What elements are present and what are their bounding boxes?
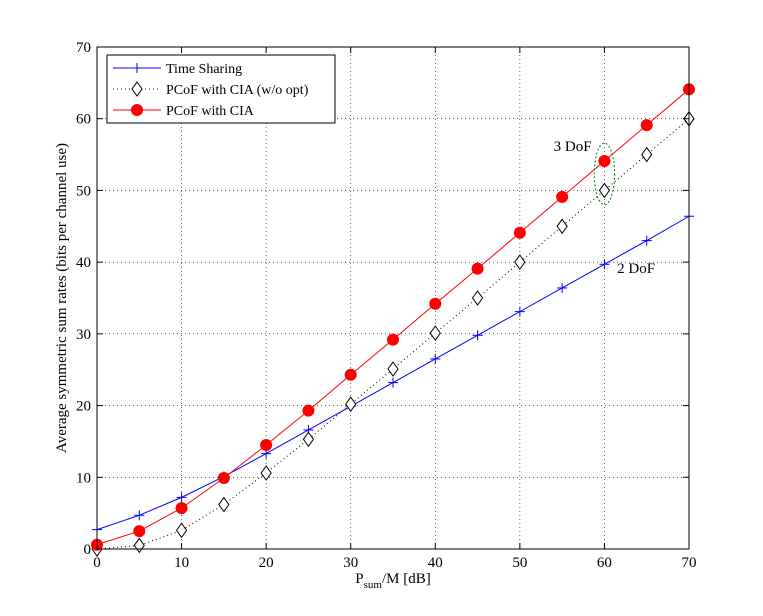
x-tick-label: 30 <box>343 555 358 571</box>
data-point <box>218 496 230 513</box>
y-tick-label: 10 <box>76 470 91 486</box>
data-point <box>599 259 610 270</box>
plot-frame <box>96 46 690 550</box>
data-point <box>640 119 653 132</box>
data-point <box>217 472 230 485</box>
y-tick-label: 70 <box>76 40 91 56</box>
x-tick-label: 60 <box>597 555 612 571</box>
data-point <box>302 431 315 448</box>
data-point <box>260 439 273 452</box>
x-tick-label: 10 <box>174 555 189 571</box>
data-point <box>429 297 442 310</box>
y-tick-label: 60 <box>76 112 91 128</box>
legend-item-1: Time Sharing <box>113 62 242 77</box>
plot-background <box>97 47 689 549</box>
data-point <box>133 525 146 538</box>
data-point <box>471 290 484 306</box>
x-tick-label: 70 <box>682 555 697 571</box>
data-point <box>513 226 526 239</box>
legend-marker <box>131 81 143 97</box>
legend-item-3: PCoF with CIA <box>113 104 255 119</box>
data-point <box>472 330 483 341</box>
data-point <box>598 182 611 199</box>
x-tick-label: 40 <box>428 555 443 571</box>
data-point <box>430 353 441 364</box>
y-tick-label: 30 <box>76 327 91 343</box>
data-point <box>641 146 653 163</box>
data-point <box>388 377 398 388</box>
highlight-ellipse <box>593 142 616 206</box>
x-tick-label: 20 <box>259 555 274 571</box>
annotation-label: 2 DoF <box>617 261 655 277</box>
data-point <box>556 218 568 235</box>
data-point <box>557 282 568 293</box>
y-tick-label: 40 <box>76 255 91 271</box>
data-point <box>514 254 526 271</box>
data-point <box>175 502 188 515</box>
data-point <box>556 190 569 203</box>
y-tick-label: 50 <box>76 183 91 199</box>
highlight-layer <box>593 142 616 206</box>
data-point <box>344 368 357 381</box>
x-axis-label: Psum/M [dB] <box>355 571 430 591</box>
annotation-label: 3 DoF <box>554 139 592 155</box>
data-point <box>345 396 357 412</box>
legend-label: PCoF with CIA <box>166 104 255 119</box>
legend-label: Time Sharing <box>166 62 242 77</box>
data-point <box>302 404 315 417</box>
data-point <box>514 306 525 317</box>
data-point <box>387 333 399 346</box>
x-tick-label: 0 <box>93 555 101 571</box>
data-point <box>176 492 187 503</box>
data-point <box>175 522 188 539</box>
x-tick-label: 50 <box>512 555 527 571</box>
legend: Time Sharing PCoF with CIA (w/o opt) PCoF … <box>106 54 336 124</box>
ticks: 0 10 20 30 40 50 60 70 0 10 20 30 40 50 60 70 <box>76 40 697 571</box>
y-axis-label: Average symmetric sum rates (bits per ch… <box>54 143 70 453</box>
data-point <box>641 235 652 246</box>
legend-item-2: PCoF with CIA (w/o opt) <box>113 81 309 98</box>
data-point <box>598 155 611 168</box>
y-tick-label: 0 <box>84 542 92 558</box>
legend-marker <box>132 63 142 73</box>
data-point <box>471 262 484 275</box>
legend-label: PCoF with CIA (w/o opt) <box>166 83 309 98</box>
data-point <box>134 510 145 521</box>
data-point <box>260 465 272 481</box>
annotations: 3 DoF 2 DoF <box>554 139 655 277</box>
legend-marker <box>131 104 143 116</box>
data-point <box>387 361 399 377</box>
data-point <box>429 325 441 342</box>
y-tick-label: 20 <box>76 399 91 415</box>
